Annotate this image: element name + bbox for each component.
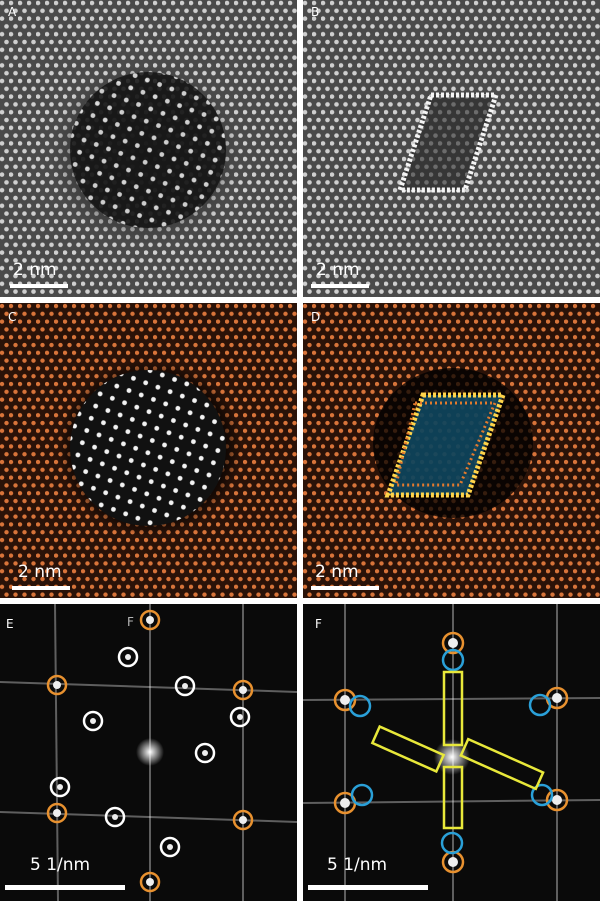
panel-a: A 2 nm (0, 0, 297, 297)
panel-label: F (315, 617, 322, 631)
scale-bar (5, 885, 125, 890)
scale-bar-label: 2 nm (316, 260, 360, 280)
panel-label: C (8, 310, 16, 324)
panel-label: B (311, 5, 319, 19)
panel-label: A (8, 5, 17, 19)
panel-e: E F 5 1/nm (0, 603, 298, 901)
scale-bar (311, 284, 369, 288)
panel-d: D 2 nm (303, 303, 600, 598)
panel-c: C 2 nm (0, 303, 297, 598)
scale-bar (308, 885, 428, 890)
panel-f: F 5 1/nm (302, 604, 600, 901)
panel-b: B 2 nm (303, 0, 600, 297)
stray-label: F (127, 615, 134, 629)
scale-bar (12, 586, 70, 590)
panel-label: D (311, 310, 320, 324)
scale-bar-label: 2 nm (13, 260, 57, 280)
scale-bar-label: 5 1/nm (30, 855, 90, 875)
scale-bar (311, 586, 379, 590)
scale-bar-label: 2 nm (18, 562, 62, 582)
scale-bar-label: 5 1/nm (327, 855, 387, 875)
panel-label: E (6, 617, 14, 631)
scale-bar-label: 2 nm (315, 562, 359, 582)
scale-bar (10, 284, 68, 288)
